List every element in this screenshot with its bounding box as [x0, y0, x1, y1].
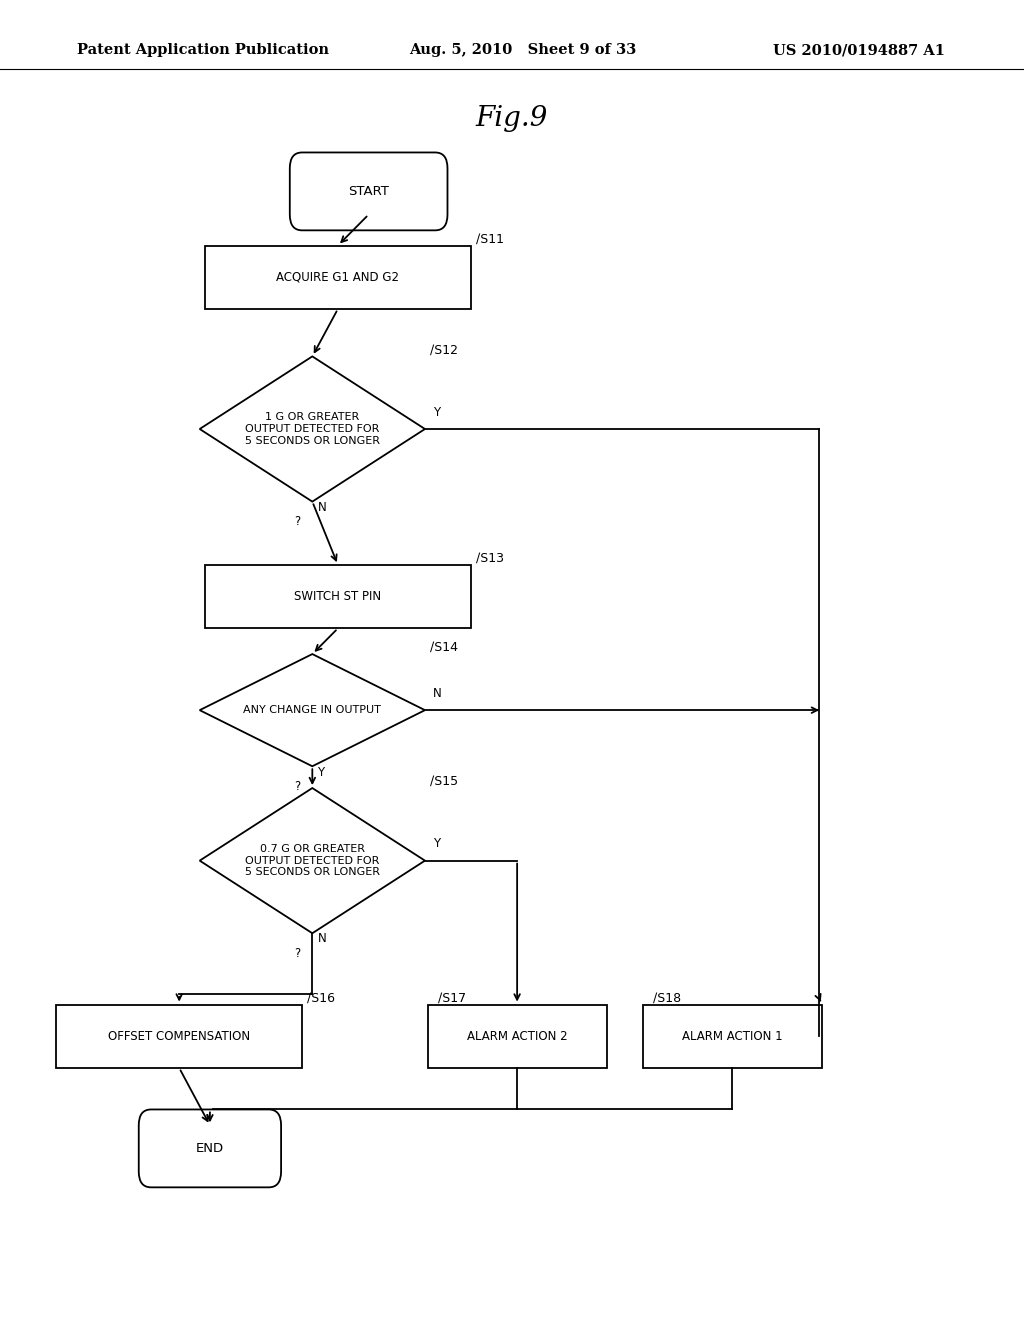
Text: 0.7 G OR GREATER
OUTPUT DETECTED FOR
5 SECONDS OR LONGER: 0.7 G OR GREATER OUTPUT DETECTED FOR 5 S… — [245, 843, 380, 878]
Text: US 2010/0194887 A1: US 2010/0194887 A1 — [773, 44, 945, 57]
Text: ?: ? — [294, 515, 300, 528]
Text: ∕S11: ∕S11 — [476, 232, 504, 246]
Text: Patent Application Publication: Patent Application Publication — [77, 44, 329, 57]
Text: END: END — [196, 1142, 224, 1155]
Text: Y: Y — [433, 837, 440, 850]
Text: 1 G OR GREATER
OUTPUT DETECTED FOR
5 SECONDS OR LONGER: 1 G OR GREATER OUTPUT DETECTED FOR 5 SEC… — [245, 412, 380, 446]
Text: ∕S12: ∕S12 — [430, 343, 458, 356]
Bar — [643, 1005, 821, 1068]
Text: ∕S16: ∕S16 — [307, 991, 335, 1005]
Text: ?: ? — [294, 946, 300, 960]
Text: ANY CHANGE IN OUTPUT: ANY CHANGE IN OUTPUT — [244, 705, 381, 715]
Text: ACQUIRE G1 AND G2: ACQUIRE G1 AND G2 — [276, 271, 399, 284]
Text: ∕S18: ∕S18 — [653, 991, 681, 1005]
FancyBboxPatch shape — [138, 1109, 281, 1188]
Text: ∕S15: ∕S15 — [430, 775, 458, 788]
Text: ALARM ACTION 1: ALARM ACTION 1 — [682, 1030, 782, 1043]
Polygon shape — [200, 788, 425, 933]
Text: ∕S17: ∕S17 — [438, 991, 466, 1005]
Text: ALARM ACTION 2: ALARM ACTION 2 — [467, 1030, 567, 1043]
Bar — [428, 1005, 606, 1068]
Polygon shape — [200, 356, 425, 502]
Text: ?: ? — [294, 780, 300, 793]
Text: N: N — [317, 932, 327, 945]
Text: OFFSET COMPENSATION: OFFSET COMPENSATION — [109, 1030, 250, 1043]
Text: ∕S14: ∕S14 — [430, 642, 458, 653]
Text: Y: Y — [433, 405, 440, 418]
Text: ∕S13: ∕S13 — [476, 552, 504, 565]
Text: START: START — [348, 185, 389, 198]
Text: Aug. 5, 2010   Sheet 9 of 33: Aug. 5, 2010 Sheet 9 of 33 — [410, 44, 637, 57]
Text: SWITCH ST PIN: SWITCH ST PIN — [294, 590, 382, 603]
FancyBboxPatch shape — [290, 152, 447, 230]
Text: N: N — [433, 686, 442, 700]
Bar — [56, 1005, 302, 1068]
Bar — [205, 565, 471, 628]
Text: Y: Y — [317, 766, 325, 779]
Text: N: N — [317, 500, 327, 513]
Text: Fig.9: Fig.9 — [476, 106, 548, 132]
Bar — [205, 246, 471, 309]
Polygon shape — [200, 653, 425, 766]
